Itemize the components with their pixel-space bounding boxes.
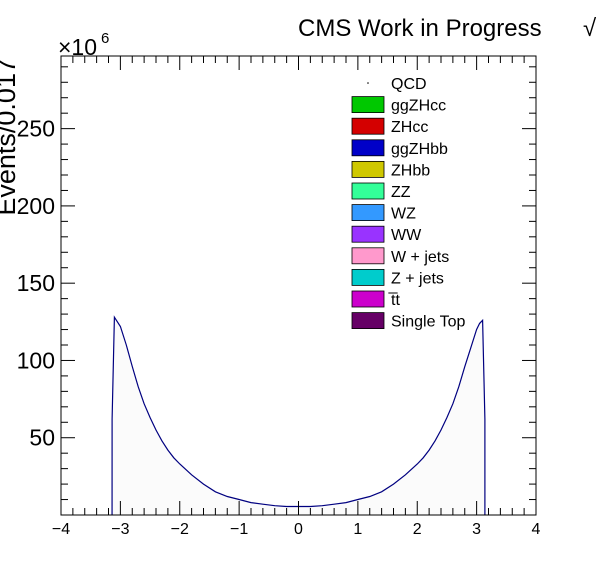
- legend-swatch: [351, 204, 385, 222]
- legend-swatch: [351, 117, 385, 135]
- x-tick-label: 1: [353, 521, 362, 538]
- y-multiplier-exponent: 6: [101, 30, 109, 47]
- header-title-tail: √: [583, 15, 596, 42]
- y-tick-label: 250: [17, 116, 55, 142]
- legend-marker: [367, 82, 369, 84]
- x-tick-label: 2: [413, 521, 422, 538]
- y-multiplier: ×10: [58, 34, 97, 60]
- legend-label: ZHcc: [391, 119, 428, 136]
- legend-swatch: [351, 312, 385, 330]
- x-tick-label: 4: [532, 521, 541, 538]
- x-tick-label: −1: [230, 521, 248, 538]
- legend-swatch: [351, 247, 385, 265]
- legend-swatch: [351, 182, 385, 200]
- x-tick-label: −2: [171, 521, 189, 538]
- legend-swatch: [351, 268, 385, 286]
- y-tick-label: 150: [17, 270, 55, 296]
- y-tick-label: 200: [17, 193, 55, 219]
- y-tick-label: 50: [29, 425, 55, 451]
- legend-swatch: [351, 139, 385, 157]
- legend-swatch: [351, 160, 385, 178]
- x-tick-label: 0: [294, 521, 303, 538]
- series-line-0: [111, 315, 486, 516]
- x-tick-label: 3: [472, 521, 481, 538]
- legend-label: WZ: [391, 206, 416, 223]
- legend-label: ggZHbb: [391, 141, 448, 158]
- header-title: CMS Work in Progress: [298, 15, 542, 42]
- legend-swatch: [351, 225, 385, 243]
- legend-swatch: [351, 290, 385, 308]
- legend-label: t̅t: [388, 292, 400, 309]
- legend-label: WW: [391, 227, 422, 244]
- legend-label: Single Top: [391, 314, 466, 331]
- legend-label: ZZ: [391, 184, 411, 201]
- legend-label: W + jets: [391, 249, 449, 266]
- y-tick-label: 100: [17, 347, 55, 373]
- x-tick-label: −3: [111, 521, 129, 538]
- y-axis-label: Events/0.017: [0, 58, 21, 216]
- legend-label: Z + jets: [391, 270, 444, 287]
- legend-label: ZHbb: [391, 162, 430, 179]
- x-tick-label: −4: [52, 521, 70, 538]
- series-fill-0: [112, 317, 485, 515]
- legend-label: ggZHcc: [391, 98, 446, 115]
- legend-label: QCD: [391, 76, 427, 93]
- legend-swatch: [351, 96, 385, 113]
